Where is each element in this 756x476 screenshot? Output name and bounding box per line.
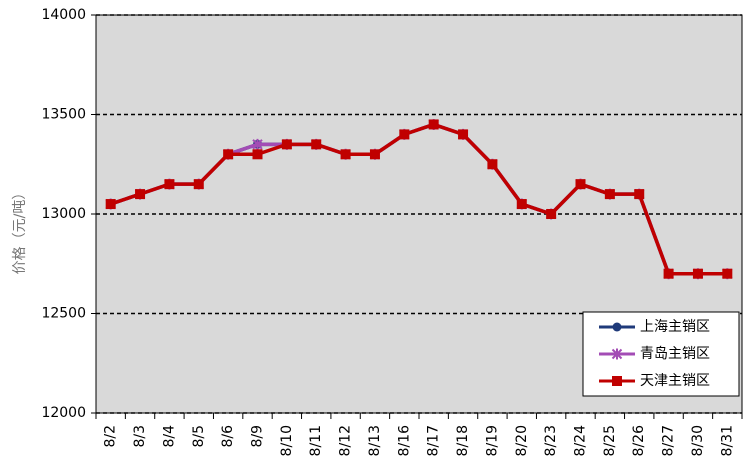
- y-tick-label: 14000: [41, 7, 86, 23]
- marker: [634, 189, 645, 200]
- marker: [399, 129, 410, 140]
- x-tick-label: 8/18: [455, 425, 471, 456]
- marker: [281, 139, 292, 150]
- x-tick-label: 8/25: [602, 425, 618, 456]
- marker: [612, 322, 622, 332]
- y-tick-label: 13000: [41, 206, 86, 222]
- x-tick-label: 8/16: [396, 425, 412, 457]
- marker: [193, 179, 204, 190]
- marker: [252, 138, 263, 150]
- x-tick-label: 8/26: [631, 425, 647, 457]
- marker: [575, 179, 586, 190]
- legend-label: 天津主销区: [640, 373, 710, 389]
- y-tick-label: 12000: [41, 405, 86, 421]
- marker: [604, 189, 615, 200]
- marker: [311, 139, 322, 150]
- x-tick-label: 8/6: [220, 425, 236, 448]
- x-tick-label: 8/31: [719, 425, 735, 456]
- x-tick-label: 8/3: [132, 425, 148, 448]
- marker: [516, 199, 527, 210]
- y-tick-label: 13500: [41, 107, 86, 123]
- legend-label: 青岛主销区: [640, 346, 710, 362]
- x-tick-label: 8/11: [308, 425, 324, 456]
- marker: [340, 149, 351, 160]
- marker: [612, 376, 622, 386]
- x-tick-label: 8/13: [367, 425, 383, 456]
- marker: [487, 159, 498, 170]
- x-tick-label: 8/12: [338, 425, 354, 456]
- marker: [223, 149, 234, 160]
- x-tick-label: 8/9: [250, 425, 266, 448]
- marker: [663, 268, 674, 279]
- x-tick-label: 8/27: [661, 425, 677, 456]
- x-tick-label: 8/5: [191, 425, 207, 448]
- y-axis-label: 价格（元/吨）: [12, 186, 28, 275]
- x-tick-label: 8/10: [279, 425, 295, 456]
- x-tick-label: 8/2: [103, 425, 119, 448]
- series-line: [110, 122, 728, 276]
- marker: [722, 268, 733, 279]
- marker: [135, 189, 146, 200]
- marker: [252, 149, 263, 160]
- marker: [369, 149, 380, 160]
- marker: [458, 129, 469, 140]
- marker: [105, 199, 116, 210]
- y-tick-label: 12500: [41, 306, 86, 322]
- marker: [164, 179, 175, 190]
- marker: [692, 268, 703, 279]
- x-tick-label: 8/17: [426, 425, 442, 456]
- x-tick-label: 8/24: [573, 425, 589, 457]
- x-tick-label: 8/19: [484, 425, 500, 456]
- legend-label: 上海主销区: [640, 319, 710, 335]
- x-tick-label: 8/20: [514, 425, 530, 456]
- marker: [611, 348, 623, 360]
- x-tick-label: 8/30: [690, 425, 706, 456]
- marker: [546, 209, 557, 219]
- x-tick-label: 8/4: [161, 425, 177, 448]
- x-tick-label: 8/23: [543, 425, 559, 456]
- marker: [428, 119, 439, 130]
